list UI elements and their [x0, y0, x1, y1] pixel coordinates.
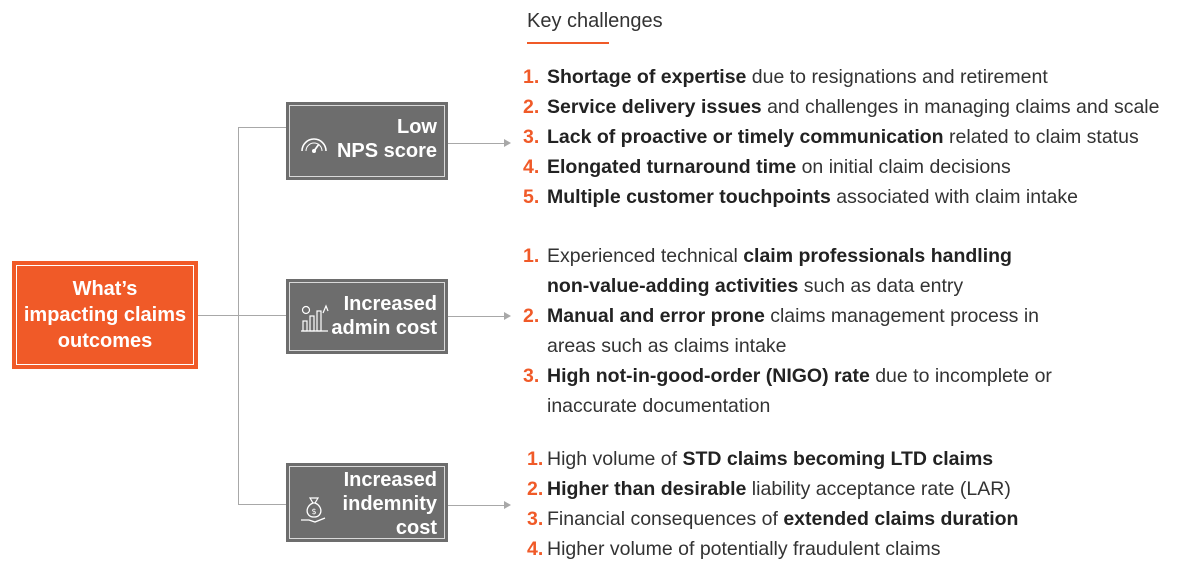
list-item: 4. Elongated turnaround time on initial c…	[523, 156, 1011, 178]
connector-to-list-1	[448, 143, 506, 144]
connector-to-list-3	[448, 505, 506, 506]
money-bag-hand-icon: $	[301, 497, 326, 523]
category-admin-cost: Increased admin cost	[286, 279, 448, 354]
arrow-head-3	[504, 501, 511, 509]
arrow-head-2	[504, 312, 511, 320]
connector-branch-3	[238, 504, 286, 505]
svg-text:$: $	[311, 507, 316, 516]
category-indemnity-cost: $ Increased indemnity cost	[286, 463, 448, 542]
speedometer-icon	[301, 138, 327, 153]
list-item: 3. Lack of proactive or timely communicat…	[523, 126, 1139, 148]
category-label: Increased admin cost	[331, 293, 437, 339]
list-item: 3. Financial consequences of extended cla…	[527, 508, 1019, 530]
list-item: 4. Higher volume of potentially fraudulen…	[527, 538, 941, 560]
heading-underline	[527, 42, 609, 44]
list-item: 2. Higher than desirable liability accept…	[527, 478, 1011, 500]
list-item: 3. High not-in-good-order (NIGO) rate due…	[523, 365, 1052, 387]
connector-trunk	[238, 127, 239, 505]
list-item: 2. Service delivery issues and challenges…	[523, 96, 1160, 118]
list-item: 1. Experienced technical claim profession…	[523, 245, 1012, 267]
root-node-label: What’s impacting claims outcomes	[23, 278, 187, 352]
list-item: 5. Multiple customer touchpoints associat…	[523, 186, 1078, 208]
challenge-list-nps: 1. Shortage of expertise due to resignati…	[523, 62, 1159, 212]
list-item-continuation: non-value-adding activities such as data…	[547, 275, 964, 297]
root-node: What’s impacting claims outcomes	[12, 261, 198, 369]
challenge-list-admin: 1. Experienced technical claim profession…	[523, 241, 1052, 421]
connector-to-list-2	[448, 316, 506, 317]
list-item-continuation: areas such as claims intake	[547, 335, 787, 357]
category-low-nps: Low NPS score	[286, 102, 448, 180]
cost-growth-icon	[301, 304, 329, 332]
category-label: Increased indemnity cost	[342, 469, 437, 539]
connector-root	[198, 315, 288, 316]
category-label: Low NPS score	[336, 116, 437, 162]
arrow-head-1	[504, 139, 511, 147]
challenge-list-indemnity: 1. High volume of STD claims becoming LTD…	[527, 444, 1018, 564]
connector-branch-1	[238, 127, 286, 128]
list-item: 1. High volume of STD claims becoming LTD…	[527, 448, 994, 470]
list-item-continuation: inaccurate documentation	[547, 395, 771, 417]
section-heading: Key challenges	[527, 10, 663, 32]
list-item: 1. Shortage of expertise due to resignati…	[523, 66, 1048, 88]
list-item: 2. Manual and error prone claims manageme…	[523, 305, 1039, 327]
